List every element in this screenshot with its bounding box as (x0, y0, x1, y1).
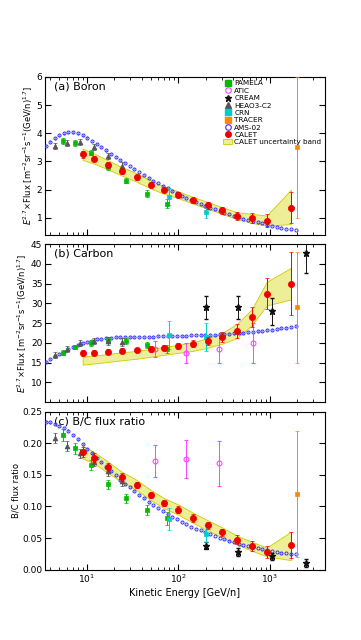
Text: (b) Carbon: (b) Carbon (53, 249, 113, 259)
Y-axis label: $E^{2.7}\!\times\!$Flux [m$^{-2}$sr$^{-1}$s$^{-1}$(GeV/n)$^{1.7}$]: $E^{2.7}\!\times\!$Flux [m$^{-2}$sr$^{-1… (22, 86, 35, 225)
Y-axis label: B/C flux ratio: B/C flux ratio (12, 463, 21, 518)
Y-axis label: $E^{2.7}\!\times\!$Flux [m$^{-2}$sr$^{-1}$s$^{-1}$(GeV/n)$^{1.7}$]: $E^{2.7}\!\times\!$Flux [m$^{-2}$sr$^{-1… (16, 253, 30, 393)
X-axis label: Kinetic Energy [GeV/n]: Kinetic Energy [GeV/n] (130, 588, 240, 598)
Legend: PAMELA, ATIC, CREAM, HEAO3-C2, CRN, TRACER, AMS-02, CALET, CALET uncertainty ban: PAMELA, ATIC, CREAM, HEAO3-C2, CRN, TRAC… (222, 79, 323, 147)
Text: (c) B/C flux ratio: (c) B/C flux ratio (53, 417, 145, 426)
Text: (a) Boron: (a) Boron (53, 81, 105, 92)
